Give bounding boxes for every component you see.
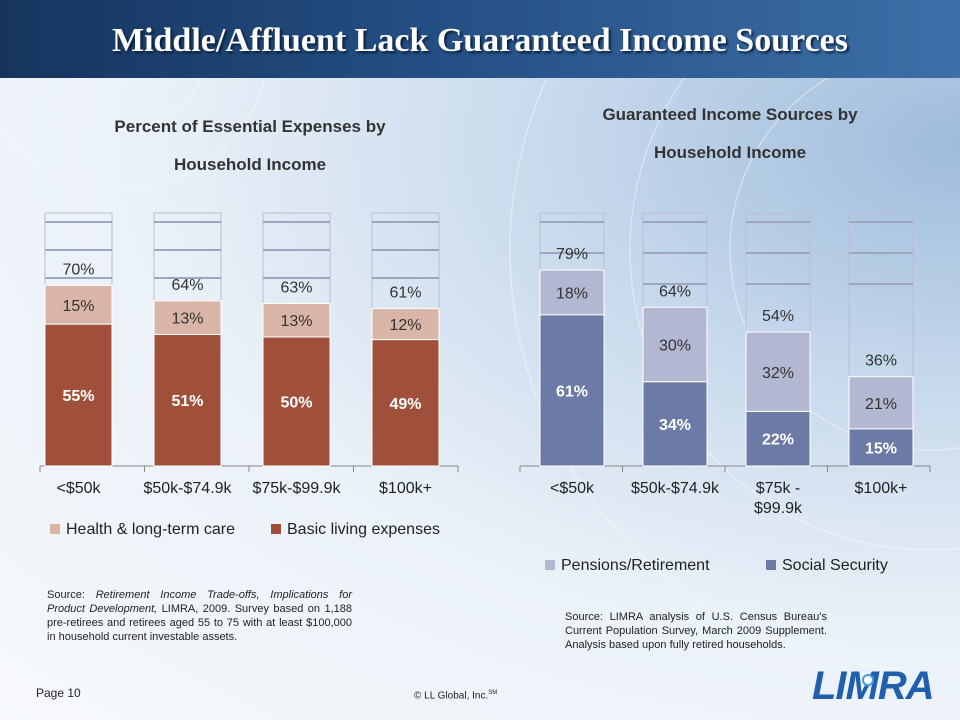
total-label: 79% — [556, 246, 588, 263]
total-label: 63% — [280, 279, 312, 296]
legend-label: Pensions/Retirement — [561, 557, 710, 574]
left-source-note: Source: Retirement Income Trade-offs, Im… — [47, 588, 352, 644]
data-label: 21% — [865, 396, 897, 413]
copyright: © LL Global, Inc.SM — [414, 690, 497, 701]
x-tick-label: <$50k — [550, 480, 595, 497]
x-tick-label: $50k-$74.9k — [631, 480, 720, 497]
data-label: 50% — [280, 395, 312, 412]
legend-swatch — [545, 560, 555, 570]
page-number: Page 10 — [36, 686, 81, 700]
x-tick-label: $75k-$99.9k — [252, 480, 341, 497]
x-tick-label: <$50k — [56, 480, 101, 497]
total-label: 64% — [659, 283, 691, 300]
copyright-text: © LL Global, Inc. — [414, 690, 489, 702]
data-label: 13% — [280, 313, 312, 330]
data-label: 34% — [659, 417, 691, 434]
bar-segment — [745, 331, 811, 412]
legend-swatch — [50, 524, 60, 534]
left-chart-title-line2: Household Income — [173, 155, 327, 174]
data-label: 12% — [389, 317, 421, 334]
left-chart-title: Percent of Essential Expenses by Househo… — [40, 108, 460, 184]
x-tick-label: $100k+ — [379, 480, 432, 497]
left-chart-title-line1: Percent of Essential Expenses by — [114, 117, 386, 136]
data-label: 32% — [762, 365, 794, 382]
total-label: 36% — [865, 353, 897, 370]
bar-segment — [642, 306, 708, 383]
total-label: 64% — [171, 277, 203, 294]
right-chart-title-line2: Household Income — [653, 143, 807, 162]
copyright-mark: SM — [488, 690, 498, 696]
bar-segment — [262, 336, 331, 467]
limra-logo-dot-icon — [862, 674, 874, 686]
right-source-note: Source: LIMRA analysis of U.S. Census Bu… — [565, 610, 827, 652]
x-tick-label: $75k - — [756, 480, 800, 497]
legend-swatch — [766, 560, 776, 570]
data-label: 49% — [389, 396, 421, 413]
left-source-label: Source: — [47, 589, 96, 601]
x-tick-label: $50k-$74.9k — [143, 480, 232, 497]
bar-segment — [153, 333, 222, 467]
data-label: 55% — [62, 388, 94, 405]
bar-segment — [539, 314, 605, 467]
slide-title: Middle/Affluent Lack Guaranteed Income S… — [111, 22, 848, 59]
title-band — [0, 0, 960, 78]
data-label: 51% — [171, 393, 203, 410]
legend-label: Basic living expenses — [287, 521, 440, 538]
bar-segment — [371, 339, 440, 467]
total-label: 61% — [389, 285, 421, 302]
data-label: 15% — [62, 298, 94, 315]
bar-segment — [848, 376, 914, 430]
bar-segment — [642, 381, 708, 467]
total-label: 70% — [62, 261, 94, 278]
right-chart-title-line1: Guaranteed Income Sources by — [602, 105, 858, 124]
bar-segment — [153, 300, 222, 335]
bar-segment — [745, 410, 811, 467]
legend-label: Social Security — [782, 557, 888, 574]
data-label: 18% — [556, 285, 588, 302]
total-label: 54% — [762, 308, 794, 325]
right-chart-title: Guaranteed Income Sources by Household I… — [520, 96, 940, 172]
data-label: 15% — [865, 440, 897, 457]
legend-swatch — [271, 524, 281, 534]
data-label: 61% — [556, 383, 588, 400]
left-source-title: Retirement Income Trade-offs, Implicatio… — [47, 589, 352, 615]
legend-label: Health & long-term care — [66, 521, 235, 538]
bar-segment — [262, 302, 331, 338]
bar-segment — [371, 308, 440, 341]
x-tick-label: $99.9k — [754, 500, 803, 517]
data-label: 13% — [171, 311, 203, 328]
data-label: 30% — [659, 337, 691, 354]
left-source-rest: LIMRA, 2009. Survey based on 1,188 pre-r… — [47, 603, 352, 643]
limra-logo: LIMRA — [812, 664, 935, 708]
bar-segment — [44, 284, 113, 325]
x-tick-label: $100k+ — [855, 480, 908, 497]
right-source-text: Source: LIMRA analysis of U.S. Census Bu… — [565, 611, 827, 651]
data-label: 22% — [762, 432, 794, 449]
bar-segment — [539, 269, 605, 316]
